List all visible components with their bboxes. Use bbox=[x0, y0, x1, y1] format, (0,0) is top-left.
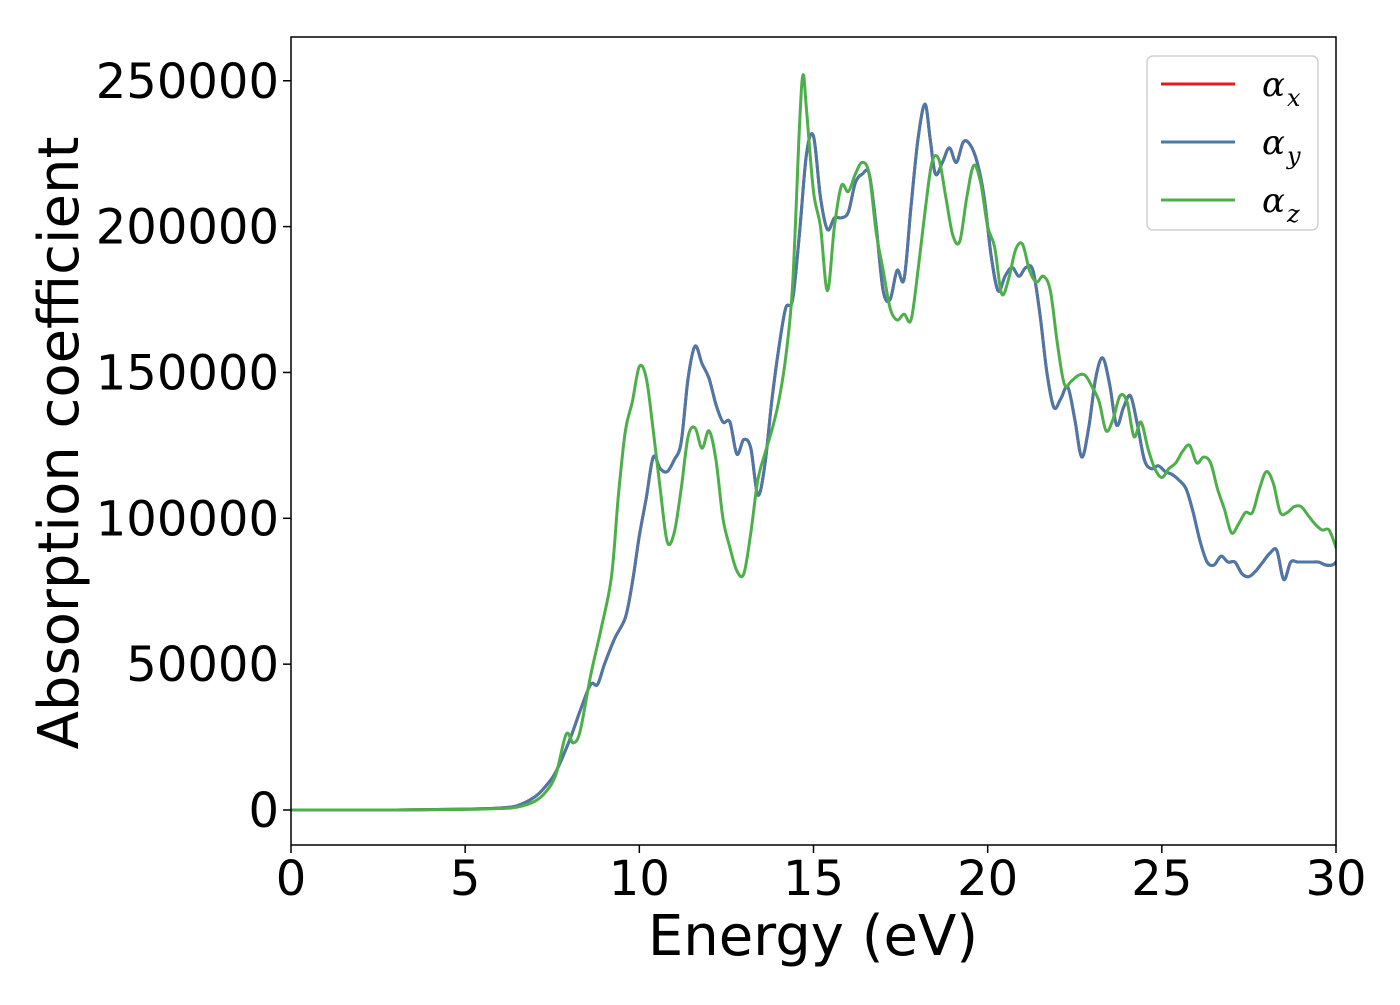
y-tick-label: 100000 bbox=[96, 491, 279, 547]
x-tick-label: 30 bbox=[1305, 851, 1366, 907]
series-line-z bbox=[291, 73, 1336, 812]
y-tick-label: 250000 bbox=[96, 54, 279, 110]
y-tick-label: 150000 bbox=[96, 345, 279, 401]
y-tick-label: 50000 bbox=[126, 637, 279, 693]
series-lines bbox=[291, 73, 1336, 812]
x-tick-label: 15 bbox=[783, 851, 844, 907]
axes: 0 5 10 15 20 25 30 0 50000 100000 150000 200000 2500… bbox=[96, 36, 1367, 907]
x-tick-label: 0 bbox=[276, 851, 307, 907]
y-tick-label: 0 bbox=[248, 783, 279, 839]
y-tick-label: 200000 bbox=[96, 200, 279, 256]
x-tick-label: 25 bbox=[1131, 851, 1192, 907]
x-tick-label: 20 bbox=[957, 851, 1018, 907]
y-axis-title: Absorption coefficient bbox=[27, 137, 92, 750]
x-axis-title: Energy (eV) bbox=[648, 904, 978, 969]
x-tick-label: 5 bbox=[450, 851, 481, 907]
plot-area bbox=[291, 73, 1336, 812]
series-line-y bbox=[291, 102, 1336, 812]
x-tick-label: 10 bbox=[609, 851, 670, 907]
